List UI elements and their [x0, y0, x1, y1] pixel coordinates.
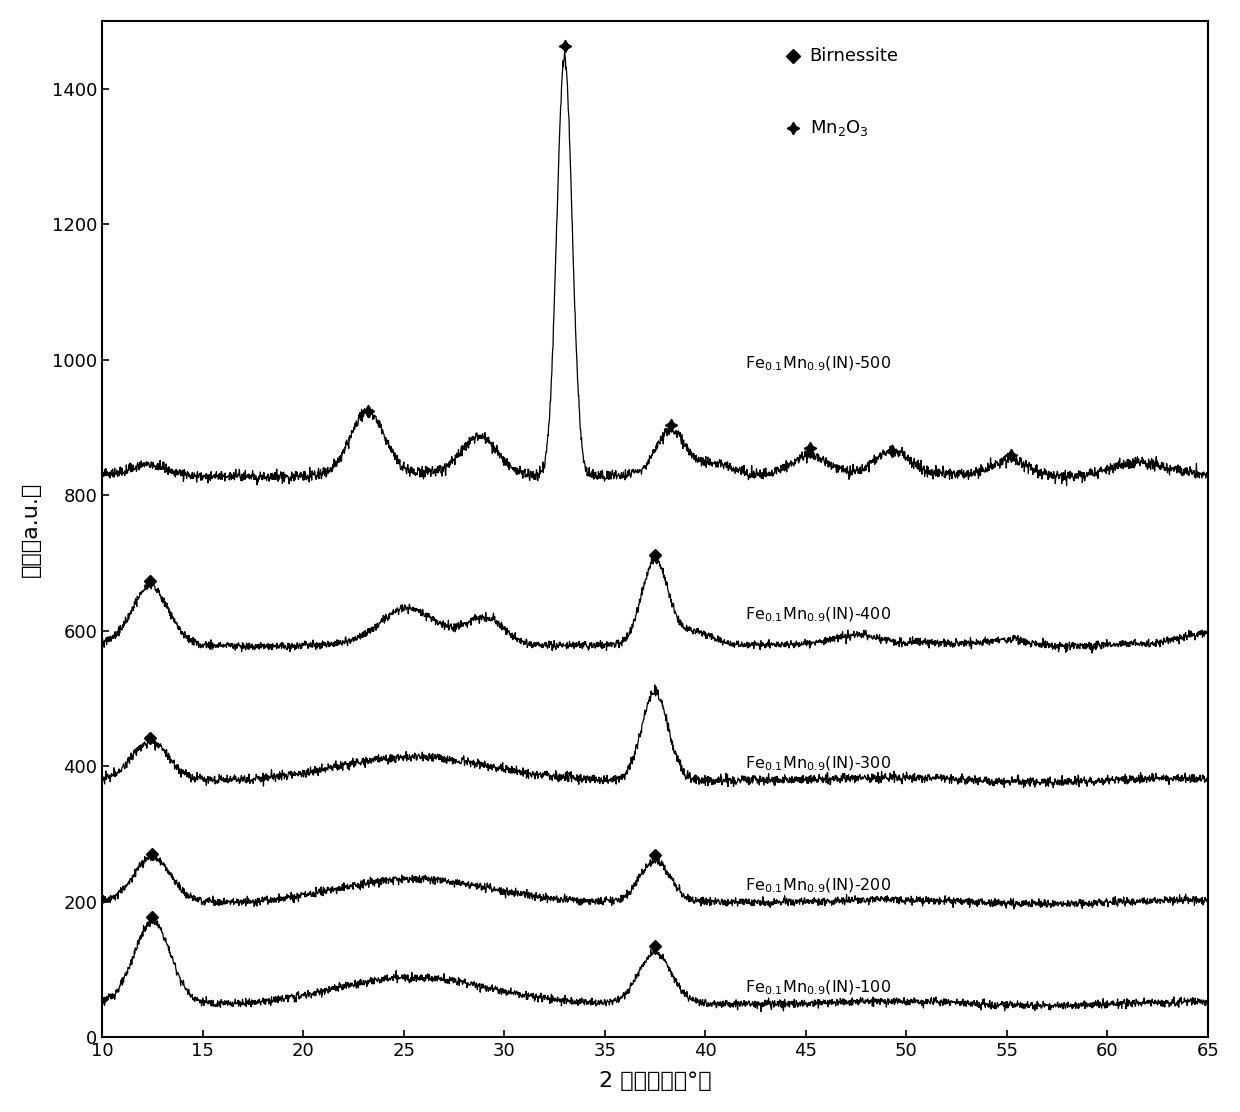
Text: Fe$_{0.1}$Mn$_{0.9}$(IN)-200: Fe$_{0.1}$Mn$_{0.9}$(IN)-200 — [745, 876, 892, 895]
X-axis label: 2 倒入射角（°）: 2 倒入射角（°） — [599, 1071, 712, 1091]
Text: Birnessite: Birnessite — [810, 48, 899, 66]
Text: Fe$_{0.1}$Mn$_{0.9}$(IN)-100: Fe$_{0.1}$Mn$_{0.9}$(IN)-100 — [745, 979, 892, 996]
Text: Fe$_{0.1}$Mn$_{0.9}$(IN)-400: Fe$_{0.1}$Mn$_{0.9}$(IN)-400 — [745, 605, 892, 624]
Text: Fe$_{0.1}$Mn$_{0.9}$(IN)-300: Fe$_{0.1}$Mn$_{0.9}$(IN)-300 — [745, 755, 892, 773]
Text: Mn$_2$O$_3$: Mn$_2$O$_3$ — [810, 118, 869, 138]
Text: Fe$_{0.1}$Mn$_{0.9}$(IN)-500: Fe$_{0.1}$Mn$_{0.9}$(IN)-500 — [745, 355, 892, 374]
Y-axis label: 强度（a.u.）: 强度（a.u.） — [21, 481, 41, 577]
